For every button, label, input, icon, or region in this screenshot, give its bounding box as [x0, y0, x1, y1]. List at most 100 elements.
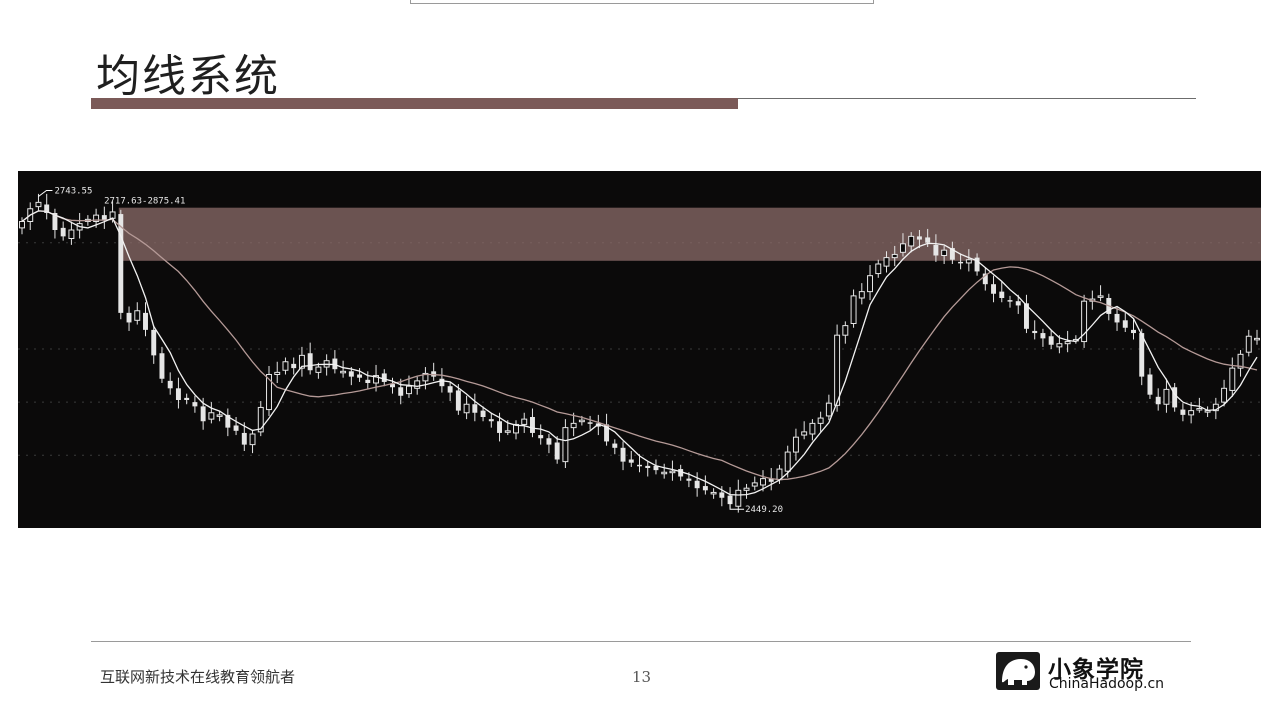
candle-body: [348, 371, 354, 377]
candle-body: [809, 422, 816, 435]
candlestick-chart: 2743.55 2717.63-2875.41 2449.20: [18, 171, 1261, 528]
candle-body: [925, 237, 931, 243]
candle-body: [1139, 333, 1145, 377]
elephant-logo-icon: [996, 652, 1040, 690]
candle-body: [546, 438, 552, 445]
candle-body: [93, 214, 100, 222]
candle-body: [521, 418, 528, 425]
candle-body: [999, 291, 1005, 298]
page-number: 13: [632, 668, 652, 686]
high-price-label: 2743.55: [54, 186, 92, 196]
candle-body: [850, 295, 857, 324]
candle-body: [958, 261, 964, 264]
candle-body: [373, 375, 380, 384]
candle-body: [825, 402, 832, 417]
candle-body: [562, 427, 569, 463]
candle-body: [817, 417, 824, 424]
candle-body: [974, 257, 980, 272]
candle-body: [982, 273, 988, 285]
candle-body: [1032, 330, 1038, 334]
candle-body: [414, 380, 421, 389]
candle-body: [1007, 300, 1013, 302]
low-price-label: 2449.20: [745, 505, 783, 515]
candle-body: [266, 374, 272, 411]
candle-body: [241, 432, 247, 445]
candle-body: [637, 464, 642, 467]
candle-body: [1015, 301, 1021, 306]
candle-body: [933, 244, 939, 256]
candle-body: [858, 291, 865, 299]
candle-body: [834, 334, 841, 406]
low-arrow-icon: [729, 501, 745, 510]
candle-body: [1163, 388, 1170, 405]
candle-body: [760, 478, 766, 486]
ma-slow-line: [21, 210, 1258, 481]
candle-body: [44, 204, 50, 213]
candle-body: [1155, 396, 1161, 405]
candle-body: [1221, 387, 1228, 403]
candle-body: [784, 451, 791, 472]
chart-grid: [18, 242, 1261, 456]
candle-body: [694, 480, 700, 489]
candle-body: [1023, 303, 1029, 329]
candle-body: [916, 236, 922, 240]
candle-body: [109, 211, 116, 219]
candle-body: [991, 284, 997, 294]
candle-body: [867, 275, 874, 293]
top-tab-outline: [410, 0, 874, 4]
candle-body: [1048, 336, 1054, 345]
candle-body: [570, 422, 577, 429]
candle-body: [208, 412, 215, 420]
range-label: 2717.63-2875.41: [104, 197, 185, 207]
candle-body: [529, 417, 535, 433]
candle-body: [792, 436, 799, 453]
candle-body: [1131, 329, 1136, 334]
candle-body: [200, 406, 206, 422]
candle-body: [101, 215, 107, 221]
candle-body: [126, 312, 132, 323]
candle-body: [488, 419, 494, 422]
candle-body: [405, 385, 412, 395]
candle-body: [497, 421, 503, 433]
candle-body: [1237, 353, 1244, 369]
candle-body: [233, 425, 239, 431]
candle-body: [52, 213, 58, 230]
candle-body: [291, 363, 297, 369]
footer-rule-line: [91, 641, 1191, 642]
candle-body: [620, 447, 626, 462]
candle-body: [192, 402, 198, 407]
candle-body: [504, 430, 511, 433]
candle-body: [719, 492, 725, 498]
candle-body: [60, 227, 66, 237]
candle-body: [1081, 300, 1088, 343]
candle-body: [1056, 343, 1063, 348]
candle-body: [578, 419, 585, 423]
slide-title: 均线系统: [96, 51, 280, 102]
candle-body: [315, 366, 322, 373]
candle-body: [941, 249, 948, 256]
candle-body: [159, 353, 165, 379]
candle-body: [307, 353, 313, 371]
high-marker: 2743.55: [38, 186, 92, 197]
candle-body: [1147, 374, 1153, 395]
footer-slogan: 互联网新技术在线教育领航者: [100, 668, 296, 686]
candle-body: [390, 384, 395, 388]
candle-body: [604, 424, 610, 442]
candle-body: [1188, 410, 1195, 416]
candle-body: [587, 422, 593, 424]
candle-body: [216, 414, 223, 417]
ma-fast-line: [21, 210, 1258, 496]
candle-body: [686, 478, 692, 481]
candle-body: [340, 370, 347, 374]
candle-body: [463, 403, 470, 414]
candle-body: [669, 470, 676, 474]
candle-body: [1122, 320, 1128, 328]
candle-body: [1172, 387, 1178, 408]
title-accent-bar: [91, 98, 738, 109]
candle-body: [875, 263, 882, 275]
candle-body: [1097, 295, 1104, 298]
logo-chinese-name: 小象学院: [1048, 657, 1144, 683]
candle-body: [422, 372, 429, 382]
candle-body: [1114, 313, 1120, 323]
candle-body: [965, 259, 972, 264]
